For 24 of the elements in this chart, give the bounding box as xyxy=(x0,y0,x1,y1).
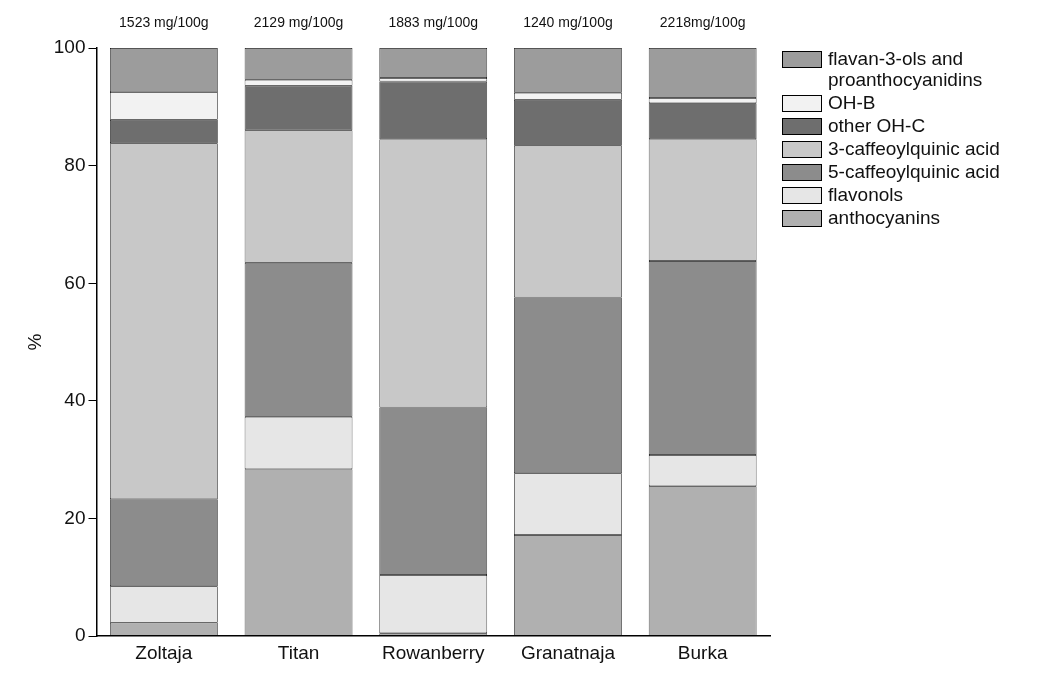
y-axis-title: % xyxy=(23,333,45,351)
legend-label: anthocyanins xyxy=(828,207,941,228)
annotation: 1883 mg/100g xyxy=(388,13,479,30)
x-tick-label: Zoltaja xyxy=(135,641,193,663)
y-tick-label: 100 xyxy=(53,36,86,58)
annotation: 2129 mg/100g xyxy=(253,13,344,30)
x-tick-label: Titan xyxy=(277,641,320,663)
y-tick-label: 20 xyxy=(64,506,86,528)
y-tick-label: 40 xyxy=(64,389,86,411)
text: 3-caffeoylquinic acid xyxy=(828,138,1001,159)
legend-label: flavonols xyxy=(828,184,904,205)
x-tick-label: Granatnaja xyxy=(520,641,616,663)
x-tick-label: Rowanberry xyxy=(382,641,485,663)
annotation: 1523 mg/100g xyxy=(119,13,209,30)
annotation: 1240 mg/100g xyxy=(523,13,613,30)
legend-label: OH-B xyxy=(828,92,877,113)
x-tick-label: Burka xyxy=(677,641,728,663)
legend-label: flavan-3-ols and proanthocyanidins xyxy=(828,48,984,90)
legend-label: other OH-C xyxy=(828,115,927,136)
y-tick-label: 80 xyxy=(64,153,86,175)
legend-label: 5-caffeoylquinic acid xyxy=(828,161,1001,182)
annotation: 2218mg/100g xyxy=(659,13,746,30)
y-tick-label: 60 xyxy=(64,271,86,293)
y-tick-label: 0 xyxy=(74,624,86,646)
